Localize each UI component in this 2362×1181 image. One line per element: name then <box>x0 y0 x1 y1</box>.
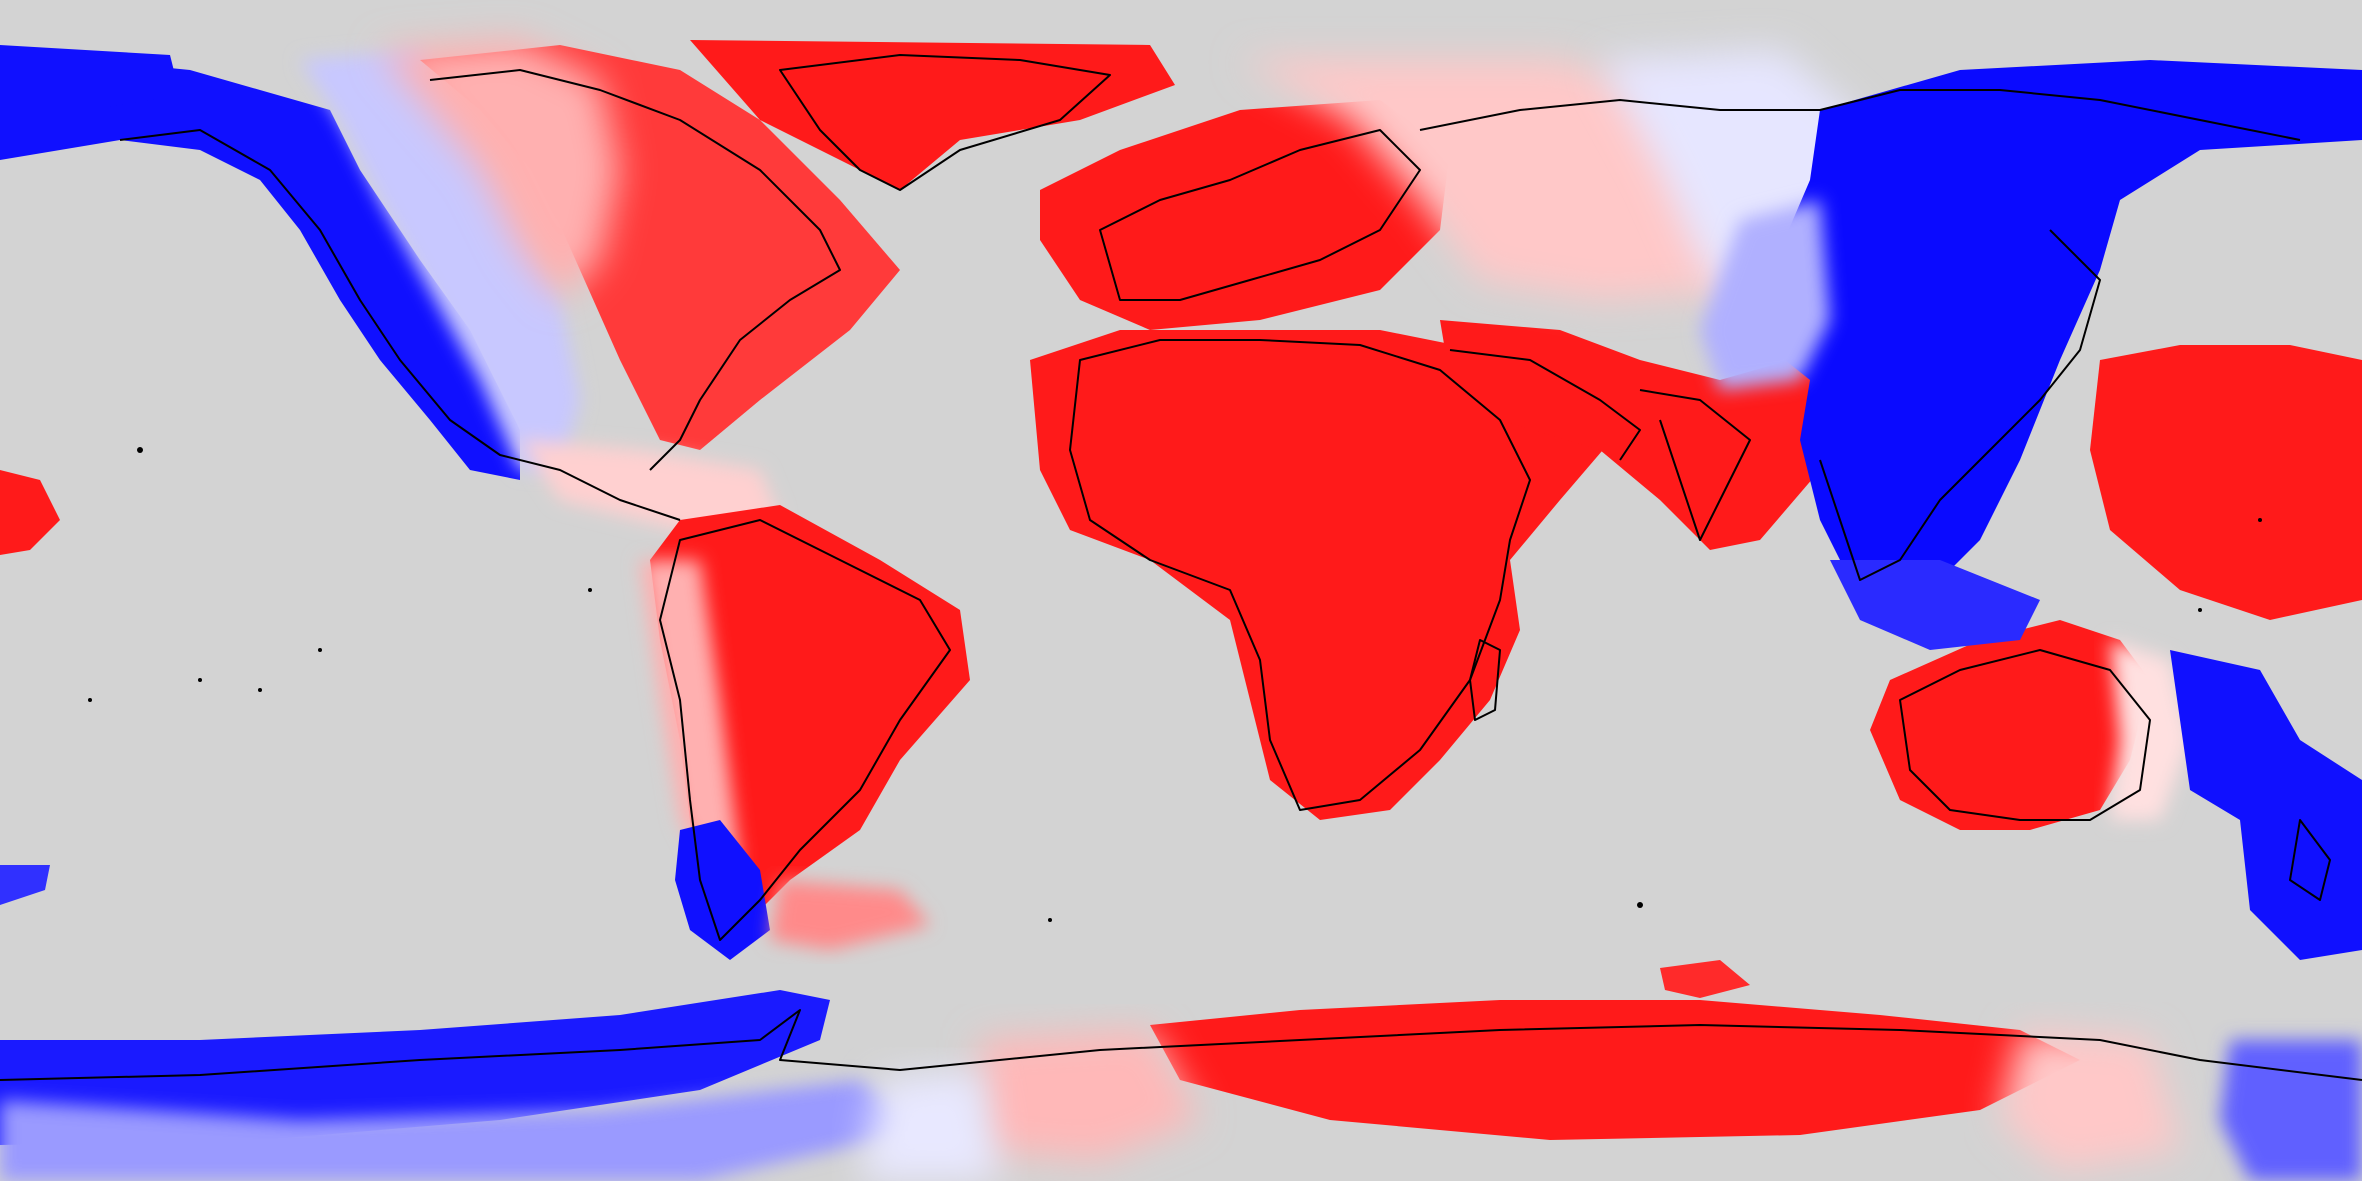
island-dot <box>88 698 92 702</box>
region-greenland <box>690 40 1175 190</box>
island-dot <box>1637 902 1643 908</box>
region-northwest-corner-blue <box>0 45 180 115</box>
region-east-asia <box>1760 60 2362 600</box>
region-pacific-west-edge <box>0 470 60 555</box>
island-dot <box>2258 518 2262 522</box>
coastline-madagascar <box>1469 639 1501 721</box>
region-europe <box>1040 100 1450 330</box>
island-dot <box>198 678 202 682</box>
region-eurasia-pink <box>1240 60 1760 300</box>
island-dot <box>137 447 143 453</box>
region-patagonia-tip <box>770 880 930 950</box>
region-east-asia-transition <box>1700 200 1830 390</box>
region-antarctica-blue-fade <box>0 1080 920 1181</box>
region-antarctica-fade-east <box>2000 1030 2180 1170</box>
island-dot <box>2198 608 2202 612</box>
region-south-ocean-patch <box>1660 960 1750 998</box>
coastline-africa <box>1069 339 1531 811</box>
coastline-australia <box>1899 649 2151 821</box>
island-dot <box>588 588 592 592</box>
field-layer <box>0 40 2362 1181</box>
region-new-zealand-pacific <box>2170 650 2362 960</box>
coastline-arabia-india <box>1449 349 1751 541</box>
coastline-layer <box>0 54 2362 1081</box>
coastline-north-america <box>119 69 841 521</box>
region-patagonia <box>675 820 770 960</box>
coastline-south-america <box>659 519 951 941</box>
region-southwest-blue-edge <box>0 865 50 905</box>
region-south-america-west <box>640 560 740 900</box>
region-indonesia-blue <box>1830 560 2040 650</box>
region-north-america-transition <box>300 50 580 470</box>
region-antarctica-blue <box>0 990 830 1145</box>
coastline-antarctica <box>0 1009 2362 1081</box>
region-antarctica-pale <box>860 1070 1000 1181</box>
coastline-asia <box>1419 89 2301 581</box>
region-pacific-red-patch <box>2090 345 2362 620</box>
region-australia <box>1870 620 2150 830</box>
island-dot <box>258 688 262 692</box>
region-canada-pink <box>380 40 620 300</box>
coastline-europe <box>1099 129 1421 301</box>
region-antarctica-east-blue <box>2220 1040 2362 1181</box>
coastline-new-zealand <box>2289 819 2331 901</box>
island-dot <box>318 648 322 652</box>
region-antarctica-fade <box>980 1030 1200 1160</box>
island-dots <box>88 447 2262 922</box>
coastline-greenland <box>779 54 1111 191</box>
region-australia-east-transition <box>2110 640 2190 820</box>
island-dot <box>1048 918 1052 922</box>
